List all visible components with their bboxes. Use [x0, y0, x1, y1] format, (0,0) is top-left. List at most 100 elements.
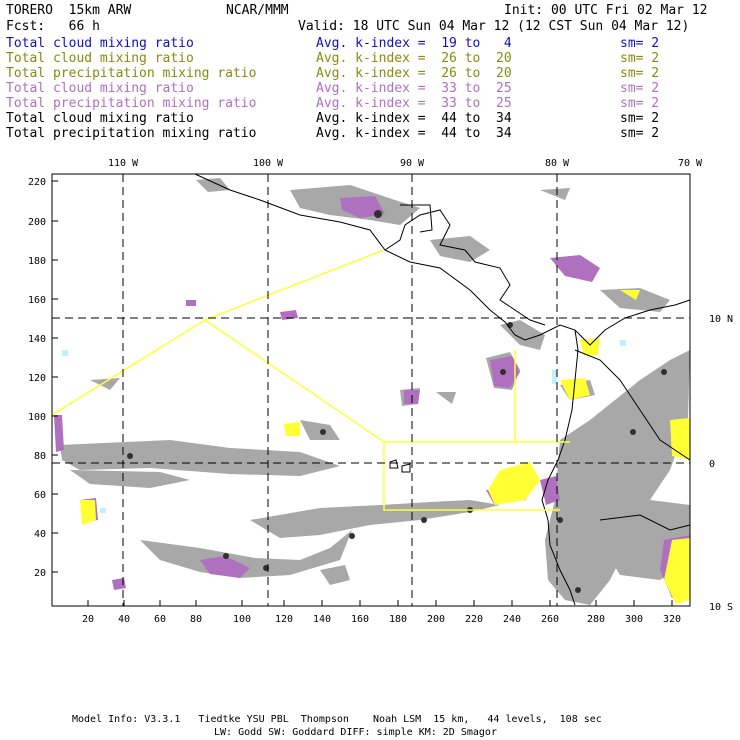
dark-core: [575, 587, 581, 593]
purple-patch: [186, 300, 196, 306]
dark-core: [374, 210, 382, 218]
legend-name: Total precipitation mixing ratio: [6, 66, 256, 81]
map-frame: [51, 173, 691, 607]
lon-label: 90 W: [400, 158, 425, 169]
dark-core: [421, 517, 427, 523]
dark-core: [127, 453, 133, 459]
lon-label: 110 W: [108, 158, 139, 169]
x-tick-labels: 20 40 60 80 100 120 140 160 180 200 220 …: [82, 614, 681, 625]
model-title: TORERO 15km ARW: [6, 3, 131, 18]
dark-core: [661, 369, 667, 375]
x-tick-label: 140: [313, 614, 331, 625]
legend-sm: sm= 2: [620, 66, 659, 81]
coastline-yucatan: [400, 204, 433, 233]
yellow-patch: [488, 462, 540, 505]
legend-name: Total cloud mixing ratio: [6, 111, 194, 126]
model-info: Model Info: V3.3.1 Tiedtke YSU PBL Thomp…: [72, 714, 602, 725]
cyan-patch: [552, 370, 557, 384]
purple-patch: [540, 476, 560, 505]
legend-sm: sm= 2: [620, 81, 659, 96]
cloud-blob: [436, 392, 456, 404]
valid-time: Valid: 18 UTC Sun 04 Mar 12 (12 CST Sun …: [298, 19, 689, 34]
dark-core: [500, 369, 506, 375]
yellow-patch: [664, 538, 690, 604]
x-tick-label: 160: [351, 614, 369, 625]
y-axis: [52, 180, 58, 573]
x-tick-label: 100: [233, 614, 251, 625]
x-tick-label: 120: [275, 614, 293, 625]
legend-sm: sm= 2: [620, 51, 659, 66]
region-outline: [383, 442, 560, 511]
cloud-blob: [70, 470, 190, 488]
lon-label: 100 W: [253, 158, 284, 169]
legend-name: Total cloud mixing ratio: [6, 36, 194, 51]
legend-range: Avg. k-index = 44 to 34: [316, 111, 512, 126]
x-tick-label: 180: [389, 614, 407, 625]
purple-patch: [54, 415, 64, 452]
legend-range: Avg. k-index = 33 to 25: [316, 96, 512, 111]
physics-info: LW: Godd SW: Goddard DIFF: simple KM: 2D…: [214, 727, 497, 738]
yellow-patch: [620, 290, 640, 300]
legend-name: Total precipitation mixing ratio: [6, 126, 256, 141]
dark-core: [320, 429, 326, 435]
y-tick-label: 80: [34, 451, 46, 462]
coastline-peru: [599, 514, 691, 531]
coastlines: [194, 173, 691, 606]
x-tick-label: 200: [427, 614, 445, 625]
y-tick-label: 160: [28, 295, 46, 306]
legend-name: Total cloud mixing ratio: [6, 51, 194, 66]
legend-name: Total precipitation mixing ratio: [6, 96, 256, 111]
cloud-blob: [540, 188, 570, 200]
yellow-patch: [560, 378, 590, 400]
right-lat-labels: 10 N 0 10 S: [709, 314, 733, 613]
x-tick-label: 280: [587, 614, 605, 625]
x-tick-label: 320: [663, 614, 681, 625]
legend-range: Avg. k-index = 19 to 4: [316, 36, 512, 51]
legend-sm: sm= 2: [620, 111, 659, 126]
lon-label: 80 W: [545, 158, 570, 169]
purple-patch: [340, 196, 385, 218]
x-tick-label: 240: [503, 614, 521, 625]
x-axis: [87, 600, 673, 606]
cloud-blob: [90, 378, 120, 390]
legend-sm: sm= 2: [620, 96, 659, 111]
forecast-hour: Fcst: 66 h: [6, 19, 100, 34]
region-outline: [51, 249, 385, 416]
dark-core: [630, 429, 636, 435]
coastline-south-america: [541, 329, 579, 606]
legend-name: Total cloud mixing ratio: [6, 81, 194, 96]
y-tick-label: 120: [28, 373, 46, 384]
legend: Total cloud mixing ratio Avg. k-index = …: [6, 36, 659, 141]
x-tick-label: 80: [190, 614, 202, 625]
cloud-blob: [250, 500, 500, 538]
legend-range: Avg. k-index = 33 to 25: [316, 81, 512, 96]
galapagos-islands: [389, 459, 411, 473]
lat-label: 10 S: [709, 602, 733, 613]
x-tick-label: 40: [118, 614, 130, 625]
legend-sm: sm= 2: [620, 126, 659, 141]
cloud-fields: [54, 178, 690, 605]
lat-label: 0: [709, 459, 715, 470]
y-tick-labels: 220 200 180 160 140 120 100 80 60 40 20: [28, 177, 46, 579]
legend-sm: sm= 2: [620, 36, 659, 51]
coastline-central-america: [194, 173, 691, 346]
cloud-blob: [140, 530, 352, 578]
legend-range: Avg. k-index = 26 to 20: [316, 51, 512, 66]
purple-patch: [550, 255, 600, 282]
yellow-patch: [580, 338, 600, 356]
cloud-blob: [545, 350, 690, 605]
cloud-blob: [196, 178, 230, 192]
x-tick-label: 20: [82, 614, 94, 625]
cyan-patch: [62, 350, 68, 356]
top-lon-labels: 110 W 100 W 90 W 80 W 70 W: [108, 158, 703, 169]
dark-core: [223, 553, 229, 559]
coastline-caribbean: [384, 209, 546, 326]
dark-core: [557, 517, 563, 523]
legend-range: Avg. k-index = 26 to 20: [316, 66, 512, 81]
x-tick-label: 260: [541, 614, 559, 625]
purple-patch: [112, 578, 126, 590]
y-tick-label: 60: [34, 490, 46, 501]
x-tick-label: 300: [625, 614, 643, 625]
cloud-blob: [320, 565, 350, 585]
